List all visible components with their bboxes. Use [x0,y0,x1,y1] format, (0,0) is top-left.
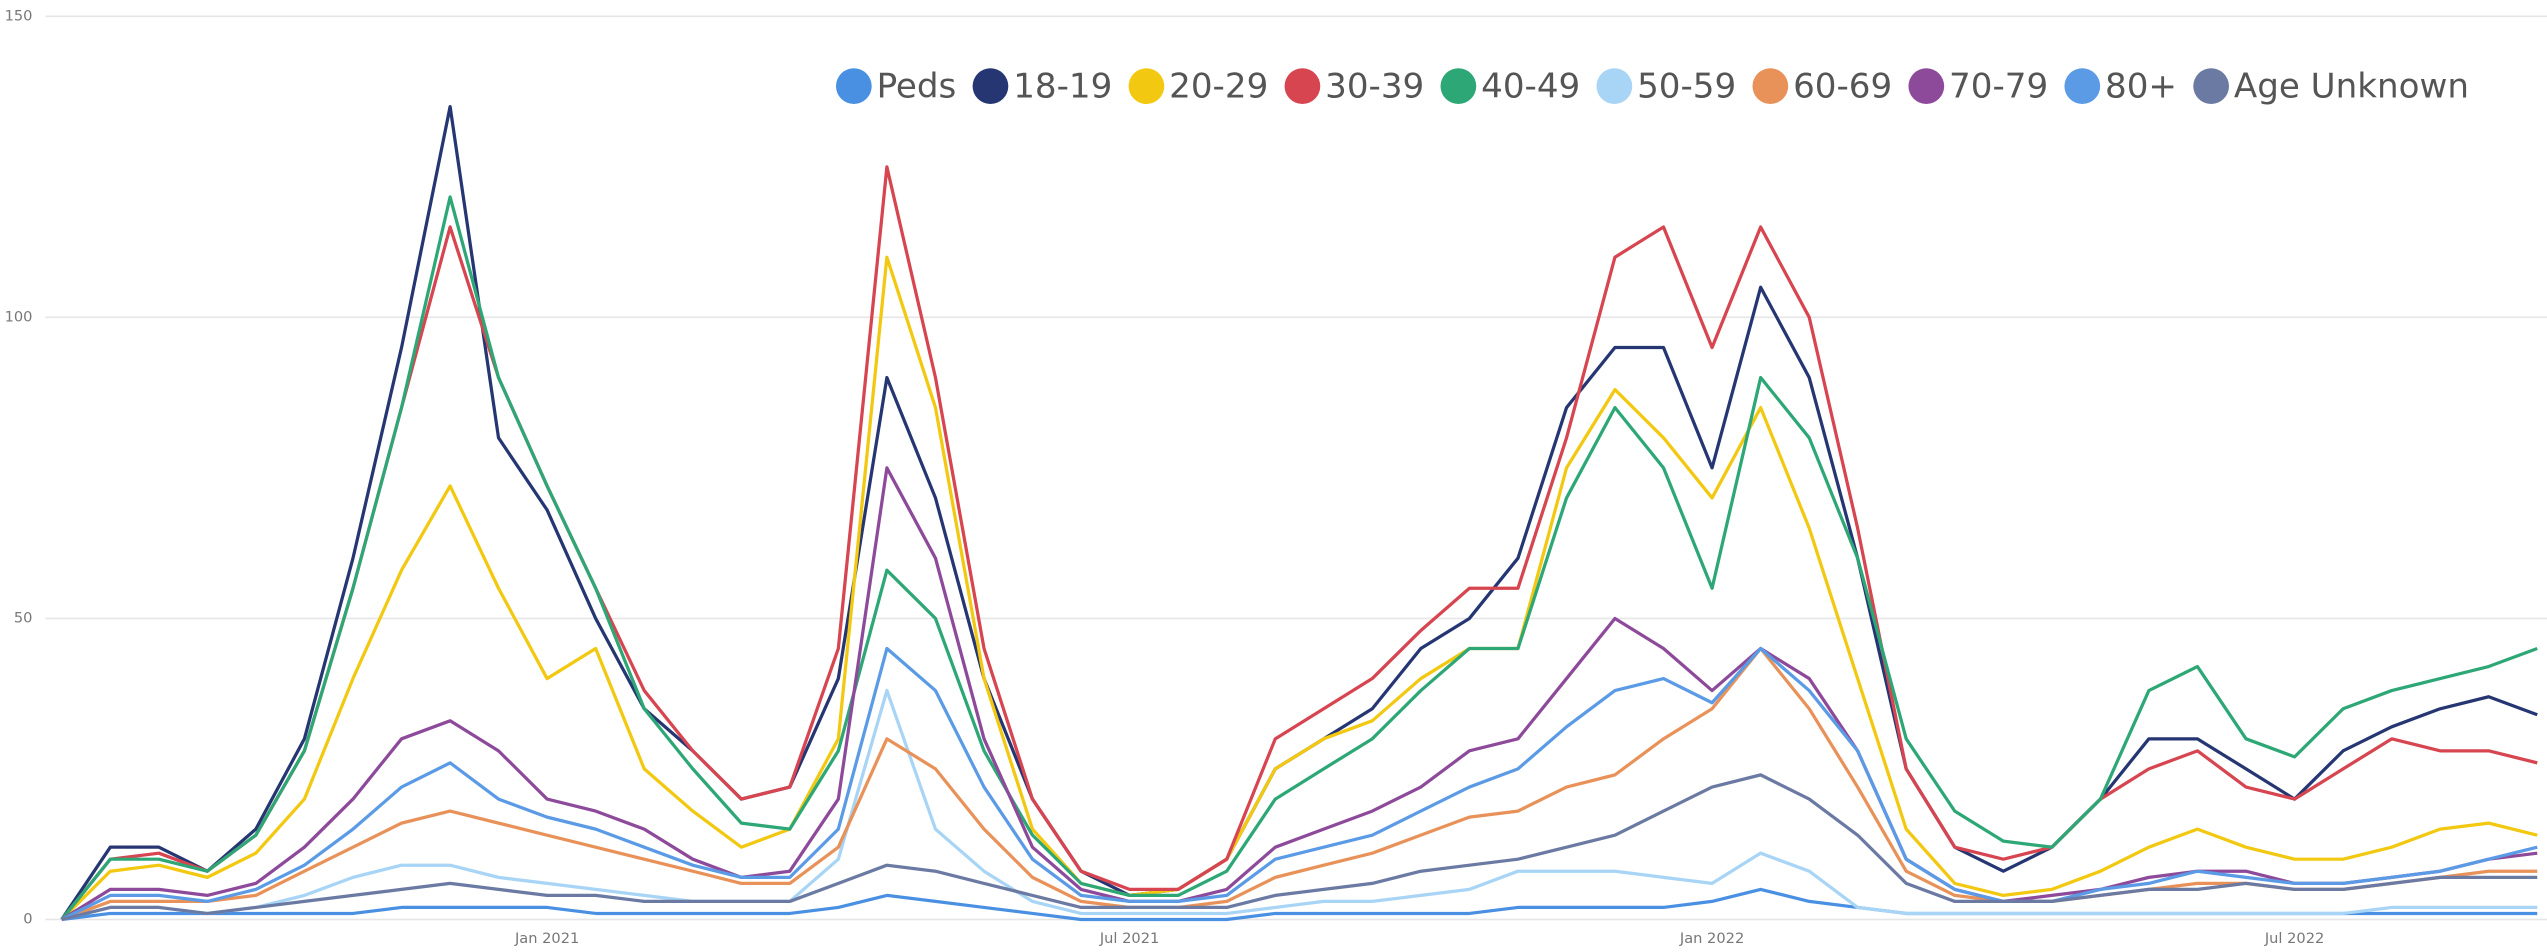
series-line [61,773,2538,922]
legend-marker [1128,68,1165,105]
legend-marker [1284,68,1321,105]
series-line [60,165,2538,921]
legend-marker [1440,68,1477,105]
legend-marker [1908,68,1945,105]
series-line [60,466,2538,921]
legend-marker [2193,68,2230,105]
legend-label: 18-19 [1013,66,1112,106]
legend-marker [2064,68,2101,105]
legend-marker [1752,68,1789,105]
series-line [60,255,2538,921]
series-line [61,688,2538,922]
y-tick-label: 100 [5,308,33,325]
x-tick-label: Jul 2022 [2264,930,2324,947]
x-tick-label: Jan 2021 [514,930,579,947]
legend-label: 40-49 [1481,66,1580,106]
legend-label: 30-39 [1325,66,1424,106]
x-tick-label: Jan 2022 [1679,930,1744,947]
legend-label: 80+ [2105,66,2177,106]
lines [60,104,2538,922]
y-tick-label: 50 [14,609,33,626]
legend-marker [972,68,1009,105]
series-line [61,646,2538,921]
series-line [60,195,2538,921]
y-tick-label: 0 [23,910,32,927]
grid: 0 50 100 150 Jan 2021 Jul 2021 Jan 2022 Jul 202… [5,7,2547,947]
x-tick-label: Jul 2021 [1099,930,1159,947]
legend-label: 70-79 [1949,66,2048,106]
legend-label: Age Unknown [2234,66,2469,106]
legend-label: Peds [877,66,957,106]
y-tick-label: 150 [5,7,33,24]
legend-label: 60-69 [1793,66,1892,106]
legend: Peds 18-19 20-29 30-39 40-49 50-59 60-69 70-79 8… [835,66,2469,106]
legend-label: 50-59 [1637,66,1736,106]
legend-marker [1596,68,1633,105]
legend-label: 20-29 [1169,66,1268,106]
legend-marker [835,68,872,105]
